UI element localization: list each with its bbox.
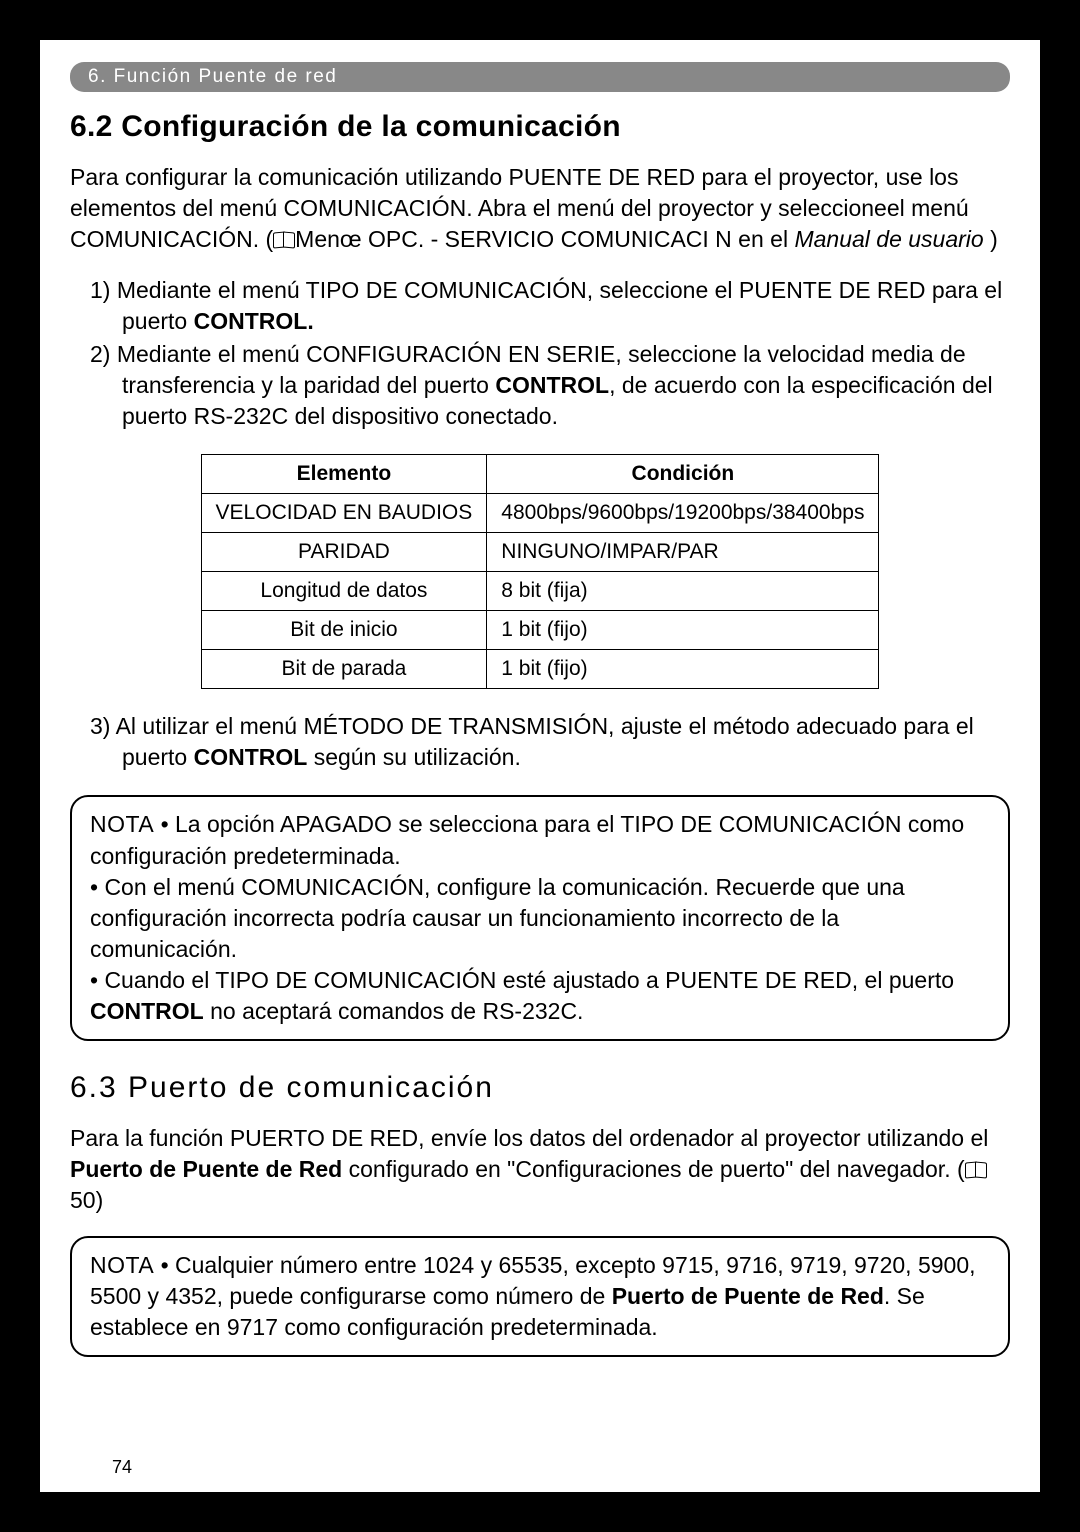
nota-lead: NOTA <box>90 1252 154 1278</box>
table-cell: PARIDAD <box>201 533 487 572</box>
page: 6. Función Puente de red 6.2 Configuraci… <box>40 40 1040 1492</box>
intro-text-b: Menœ OPC. - SERVICIO COMUNICACI N en el <box>295 226 794 252</box>
intro-manual: Manual de usuario <box>794 226 983 252</box>
list-text-bold: CONTROL <box>495 372 609 398</box>
book-icon <box>965 1160 987 1178</box>
list-num: 3) <box>90 713 110 739</box>
table-cell: Longitud de datos <box>201 572 487 611</box>
section-6-2-title: 6.2 Configuración de la comunicación <box>70 110 1010 144</box>
list-num: 2) <box>90 341 110 367</box>
spec-table: Elemento Condición VELOCIDAD EN BAUDIOS … <box>201 454 880 689</box>
section-6-3-title: 6.3 Puerto de comunicación <box>70 1071 1010 1105</box>
breadcrumb: 6. Función Puente de red <box>70 62 1010 92</box>
table-row: Bit de inicio 1 bit (fijo) <box>201 611 879 650</box>
note-box-1: NOTA • La opción APAGADO se selecciona p… <box>70 795 1010 1040</box>
nota-lead: NOTA <box>90 811 154 837</box>
table-row: Elemento Condición <box>201 455 879 494</box>
nota2-bold: Puerto de Puente de Red <box>612 1283 884 1309</box>
table-cell: 4800bps/9600bps/19200bps/38400bps <box>487 494 879 533</box>
list-num: 1) <box>90 277 110 303</box>
nota1-b3-pre: • Cuando el TIPO DE COMUNICACIÓN esté aj… <box>90 967 954 993</box>
table-row: Bit de parada 1 bit (fijo) <box>201 650 879 689</box>
section-6-2-item3: 3) Al utilizar el menú MÉTODO DE TRANSMI… <box>70 711 1010 773</box>
table-row: PARIDAD NINGUNO/IMPAR/PAR <box>201 533 879 572</box>
table-cell: 1 bit (fijo) <box>487 611 879 650</box>
list-text-bold: CONTROL. <box>194 308 314 334</box>
book-icon <box>273 230 295 248</box>
nota1-b3-bold: CONTROL <box>90 998 204 1024</box>
list-item: 1) Mediante el menú TIPO DE COMUNICACIÓN… <box>90 275 1010 337</box>
table-cell: NINGUNO/IMPAR/PAR <box>487 533 879 572</box>
list-text-bold: CONTROL <box>194 744 308 770</box>
section-6-2-list: 1) Mediante el menú TIPO DE COMUNICACIÓN… <box>70 275 1010 432</box>
section-6-3-body: Para la función PUERTO DE RED, envíe los… <box>70 1123 1010 1216</box>
nota1-b1: • La opción APAGADO se selecciona para e… <box>90 811 964 868</box>
table-cell: Bit de inicio <box>201 611 487 650</box>
table-row: Longitud de datos 8 bit (fija) <box>201 572 879 611</box>
nota1-b3-post: no aceptará comandos de RS-232C. <box>204 998 584 1024</box>
nota1-b2: • Con el menú COMUNICACIÓN, configure la… <box>90 874 905 962</box>
note-box-2: NOTA • Cualquier número entre 1024 y 655… <box>70 1236 1010 1357</box>
list-item: 2) Mediante el menú CONFIGURACIÓN EN SER… <box>90 339 1010 432</box>
s63-ref: 50) <box>70 1187 103 1213</box>
table-cell: VELOCIDAD EN BAUDIOS <box>201 494 487 533</box>
s63-pre: Para la función PUERTO DE RED, envíe los… <box>70 1125 988 1151</box>
table-header: Condición <box>487 455 879 494</box>
section-6-2-intro: Para configurar la comunicación utilizan… <box>70 162 1010 255</box>
table-row: VELOCIDAD EN BAUDIOS 4800bps/9600bps/192… <box>201 494 879 533</box>
intro-close: ) <box>984 226 998 252</box>
s63-mid: configurado en "Configuraciones de puert… <box>342 1156 964 1182</box>
table-header: Elemento <box>201 455 487 494</box>
table-cell: Bit de parada <box>201 650 487 689</box>
table-cell: 8 bit (fija) <box>487 572 879 611</box>
page-number: 74 <box>112 1457 132 1478</box>
list-text-post: según su utilización. <box>307 744 521 770</box>
s63-bold: Puerto de Puente de Red <box>70 1156 342 1182</box>
table-cell: 1 bit (fijo) <box>487 650 879 689</box>
list-item: 3) Al utilizar el menú MÉTODO DE TRANSMI… <box>90 711 1010 773</box>
